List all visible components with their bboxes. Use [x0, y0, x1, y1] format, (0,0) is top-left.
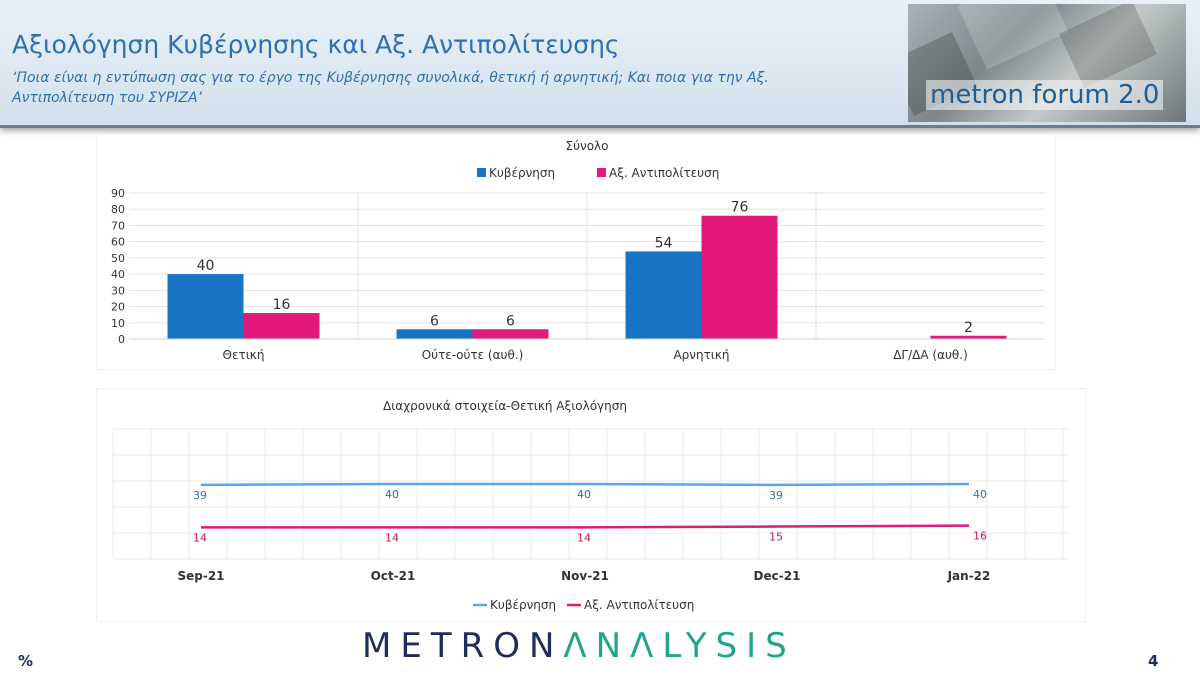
bar-data-label: 2 — [964, 320, 973, 336]
y-tick-label: 70 — [111, 219, 125, 232]
bar-data-label: 6 — [430, 313, 439, 329]
point-data-label: 39 — [769, 489, 783, 502]
bar — [243, 313, 320, 339]
logo-text-b: ΛNΛLYSIS — [563, 626, 796, 666]
bar-data-label: 76 — [731, 200, 749, 216]
point-data-label: 14 — [193, 531, 207, 544]
legend-label-2: Αξ. Αντιπολίτευση — [609, 166, 719, 180]
bar — [167, 274, 244, 339]
metron-forum-badge: metron forum 2.0 — [908, 4, 1186, 122]
point-data-label: 40 — [577, 488, 591, 501]
chart-title: Διαχρονικά στοιχεία-Θετική Αξιολόγηση — [383, 399, 627, 413]
bar-chart: Σύνολο Κυβέρνηση Αξ. Αντιπολίτευση 0 10 20 30 4… — [111, 139, 1045, 362]
series-line-1 — [200, 482, 970, 487]
unit-label: % — [18, 652, 34, 670]
logo-text-a: METRON — [362, 626, 564, 666]
bar-data-label: 40 — [197, 258, 215, 274]
line-chart-panel: Διαχρονικά στοιχεία-Θετική Αξιολόγηση 39 4… — [96, 388, 1086, 622]
legend-label-2: Αξ. Αντιπολίτευση — [584, 598, 694, 612]
badge-label: metron forum 2.0 — [926, 80, 1164, 110]
slide-title: Αξιολόγηση Κυβέρνησης και Αξ. Αντιπολίτε… — [12, 30, 620, 59]
chart-title: Σύνολο — [565, 139, 608, 153]
series-line-2 — [201, 524, 970, 529]
point-data-label: 39 — [193, 489, 207, 502]
legend-swatch-1 — [477, 168, 486, 177]
point-data-label: 14 — [577, 531, 591, 544]
bar-chart-panel: Σύνολο Κυβέρνηση Αξ. Αντιπολίτευση 0 10 20 30 4… — [96, 134, 1056, 370]
point-data-label: 14 — [385, 531, 399, 544]
y-tick-label: 90 — [111, 187, 125, 200]
y-tick-label: 30 — [111, 284, 125, 297]
bar — [625, 251, 702, 339]
x-category-label: Αρνητική — [673, 348, 729, 362]
slide-header: Αξιολόγηση Κυβέρνησης και Αξ. Αντιπολίτε… — [0, 0, 1200, 128]
point-data-label: 40 — [973, 488, 987, 501]
point-data-label: 16 — [973, 530, 987, 543]
legend-label-1: Κυβέρνηση — [489, 166, 555, 180]
bar — [472, 329, 549, 339]
y-tick-label: 10 — [111, 317, 125, 330]
point-data-label: 15 — [769, 531, 783, 544]
page-number: 4 — [1148, 652, 1159, 670]
bar — [930, 335, 1007, 339]
y-tick-label: 40 — [111, 268, 125, 281]
metron-analysis-logo: METRONΛNΛLYSIS — [362, 626, 796, 666]
bar — [396, 329, 473, 339]
x-tick-label: Dec-21 — [754, 569, 801, 583]
y-tick-label: 50 — [111, 252, 125, 265]
legend-swatch-2 — [597, 168, 606, 177]
legend-label-1: Κυβέρνηση — [490, 598, 556, 612]
x-tick-label: Sep-21 — [177, 569, 224, 583]
bar-data-label: 16 — [273, 297, 291, 313]
x-category-label: Ούτε-ούτε (αυθ.) — [422, 348, 524, 362]
x-tick-label: Oct-21 — [371, 569, 416, 583]
line-chart: Διαχρονικά στοιχεία-Θετική Αξιολόγηση 39 4… — [112, 399, 1069, 612]
y-tick-label: 80 — [111, 203, 125, 216]
x-category-label: Θετική — [223, 348, 265, 362]
bar-data-label: 6 — [506, 313, 515, 329]
x-tick-label: Jan-22 — [947, 569, 991, 583]
y-tick-label: 60 — [111, 236, 125, 249]
x-category-label: ΔΓ/ΔΑ (αυθ.) — [893, 348, 968, 362]
x-tick-label: Nov-21 — [561, 569, 609, 583]
survey-question: ‘Ποια είναι η εντύπωση σας για το έργο τ… — [12, 70, 769, 106]
y-tick-label: 20 — [111, 301, 125, 314]
point-data-label: 40 — [385, 488, 399, 501]
y-tick-label: 0 — [118, 333, 125, 346]
bar — [701, 215, 778, 339]
bar-data-label: 54 — [655, 235, 673, 251]
